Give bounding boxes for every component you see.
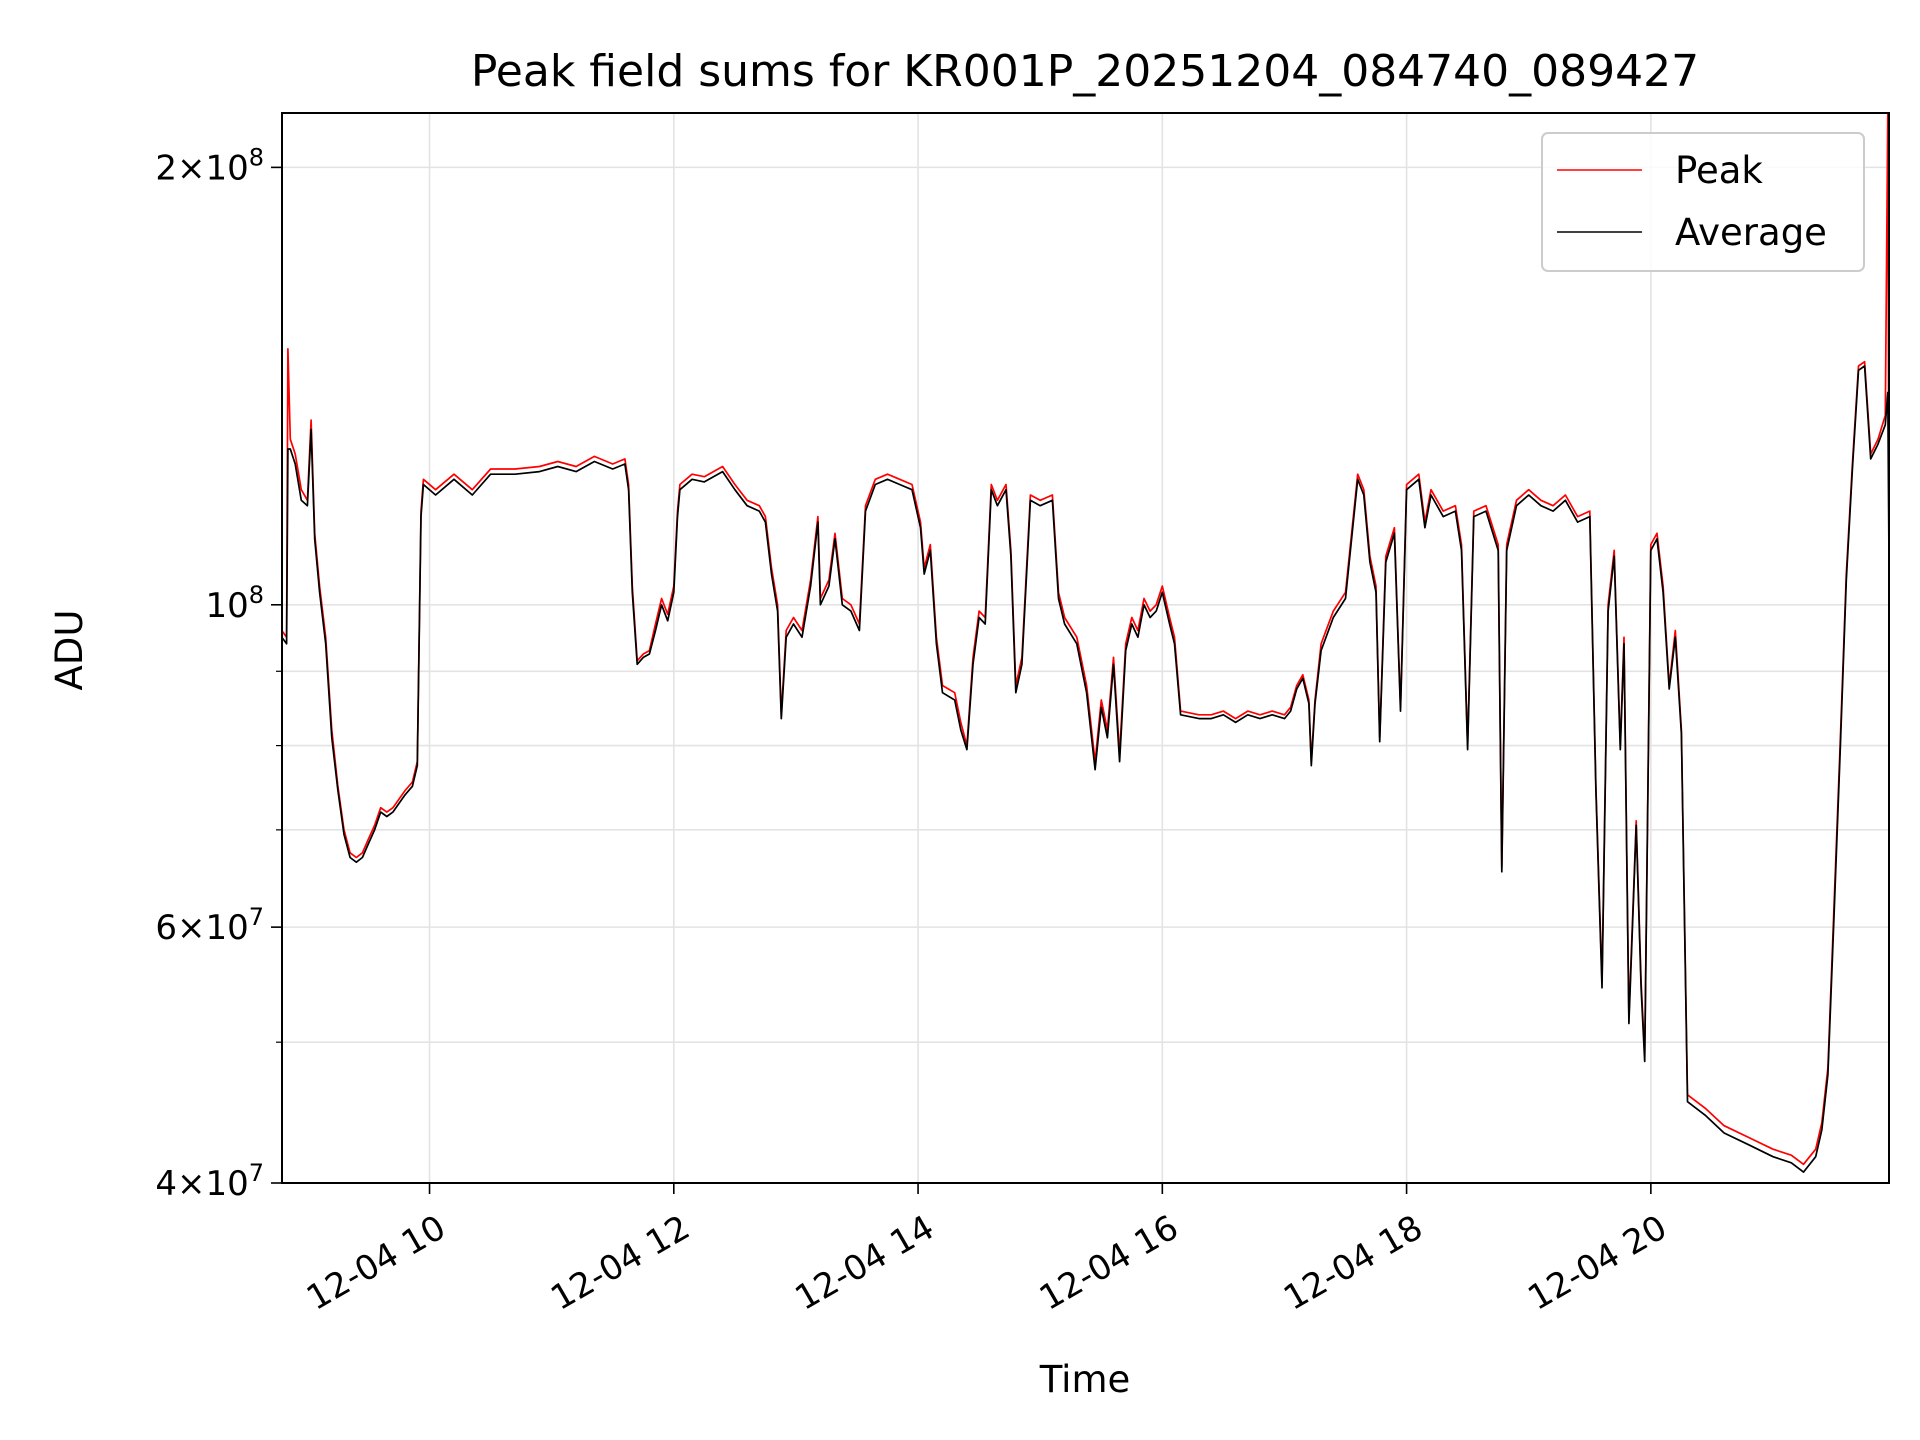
y-axis: 4×107 6×107 108 2×108 <box>155 143 282 1204</box>
x-axis-label: Time <box>1039 1358 1131 1401</box>
series-line-average <box>282 365 1889 1173</box>
plot-frame <box>281 112 1890 1184</box>
y-tick-label-text: 6×107 <box>155 903 264 948</box>
y-tick-label-text: 4×107 <box>155 1159 264 1204</box>
chart-title: Peak field sums for KR001P_20251204_0847… <box>471 46 1699 97</box>
y-tick-label: 4×107 <box>155 1159 264 1204</box>
y-tick-label: 2×108 <box>155 143 264 188</box>
legend-box <box>1541 132 1865 272</box>
y-tick-label-text: 2×108 <box>155 143 264 188</box>
y-tick-label-text: 108 <box>205 581 264 626</box>
series-layer <box>282 113 1889 1173</box>
legend: Peak Average <box>1541 132 1865 272</box>
y-tick-label: 108 <box>205 581 264 626</box>
y-axis-label: ADU <box>48 610 91 691</box>
legend-label-peak: Peak <box>1675 149 1763 192</box>
y-tick-label: 6×107 <box>155 903 264 948</box>
legend-label-average: Average <box>1675 211 1827 254</box>
